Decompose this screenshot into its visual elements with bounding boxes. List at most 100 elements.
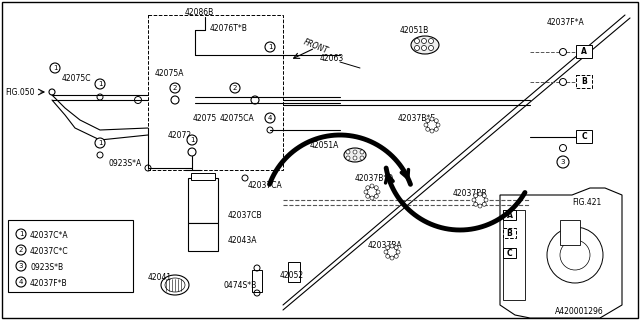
- Text: 3: 3: [19, 263, 23, 269]
- Bar: [576, 45, 592, 58]
- Text: 1: 1: [19, 231, 23, 237]
- Ellipse shape: [411, 36, 439, 54]
- Text: 42075C: 42075C: [62, 74, 92, 83]
- Bar: [8, 220, 133, 292]
- Circle shape: [360, 150, 364, 154]
- Text: 42037B*D: 42037B*D: [355, 173, 394, 182]
- Text: 0923S*B: 0923S*B: [30, 262, 63, 271]
- Circle shape: [170, 83, 180, 93]
- Text: 2: 2: [19, 247, 23, 253]
- Text: 42075A: 42075A: [155, 68, 184, 77]
- Circle shape: [390, 244, 394, 248]
- Bar: [503, 210, 525, 300]
- Polygon shape: [500, 188, 622, 318]
- Circle shape: [559, 78, 566, 85]
- Text: 42072: 42072: [168, 131, 192, 140]
- Circle shape: [415, 45, 419, 51]
- Text: FIG.050: FIG.050: [5, 87, 35, 97]
- Text: 42052: 42052: [280, 270, 304, 279]
- Text: 42086B: 42086B: [185, 7, 214, 17]
- Text: FIG.421: FIG.421: [572, 197, 601, 206]
- Circle shape: [367, 187, 377, 197]
- Bar: [188, 223, 218, 251]
- Circle shape: [376, 190, 380, 194]
- Circle shape: [435, 127, 438, 131]
- Text: 42037BB: 42037BB: [453, 188, 488, 197]
- Circle shape: [422, 45, 426, 51]
- Circle shape: [187, 135, 197, 145]
- Text: A420001296: A420001296: [555, 308, 604, 316]
- Circle shape: [230, 83, 240, 93]
- Text: A: A: [581, 47, 587, 56]
- Circle shape: [95, 79, 105, 89]
- Circle shape: [415, 38, 419, 44]
- Circle shape: [483, 194, 486, 198]
- Text: FRONT: FRONT: [302, 38, 330, 56]
- Circle shape: [474, 202, 477, 206]
- Circle shape: [426, 127, 429, 131]
- Text: 1: 1: [98, 140, 102, 146]
- Text: 42063: 42063: [320, 53, 344, 62]
- Circle shape: [16, 229, 26, 239]
- Circle shape: [427, 120, 437, 130]
- Text: C: C: [507, 249, 512, 258]
- Text: 42037F*A: 42037F*A: [547, 18, 585, 27]
- Circle shape: [396, 250, 400, 254]
- Circle shape: [386, 246, 390, 250]
- Circle shape: [559, 145, 566, 151]
- Circle shape: [360, 156, 364, 160]
- Circle shape: [365, 186, 370, 190]
- Circle shape: [387, 247, 397, 257]
- Circle shape: [50, 63, 60, 73]
- Text: 42037F*B: 42037F*B: [30, 278, 68, 287]
- Bar: [560, 220, 580, 245]
- Bar: [503, 210, 516, 220]
- Bar: [576, 75, 592, 88]
- Text: B: B: [581, 77, 587, 86]
- Circle shape: [422, 38, 426, 44]
- Bar: [252, 270, 262, 292]
- Text: 3: 3: [561, 159, 565, 165]
- Circle shape: [370, 184, 374, 188]
- Text: 1: 1: [189, 137, 195, 143]
- Circle shape: [353, 150, 357, 154]
- Circle shape: [95, 138, 105, 148]
- Circle shape: [436, 123, 440, 127]
- Circle shape: [394, 254, 398, 258]
- Circle shape: [435, 119, 438, 123]
- Text: 42041: 42041: [148, 274, 172, 283]
- Circle shape: [390, 256, 394, 260]
- Bar: [576, 130, 592, 143]
- Circle shape: [265, 42, 275, 52]
- Circle shape: [386, 254, 390, 258]
- Circle shape: [370, 196, 374, 200]
- Text: 42037C*A: 42037C*A: [30, 230, 68, 239]
- Bar: [188, 178, 218, 223]
- Circle shape: [424, 123, 428, 127]
- Text: 42051A: 42051A: [310, 140, 339, 149]
- Circle shape: [559, 49, 566, 55]
- Bar: [148, 15, 283, 170]
- Text: 1: 1: [98, 81, 102, 87]
- Circle shape: [557, 156, 569, 168]
- Circle shape: [265, 113, 275, 123]
- Text: 42075: 42075: [193, 114, 217, 123]
- Text: 42037BA: 42037BA: [368, 241, 403, 250]
- Text: C: C: [581, 132, 587, 141]
- Text: A: A: [507, 211, 513, 220]
- Circle shape: [394, 246, 398, 250]
- Circle shape: [472, 198, 476, 202]
- Text: 0923S*A: 0923S*A: [108, 158, 141, 167]
- Text: 1: 1: [268, 44, 272, 50]
- Circle shape: [346, 150, 350, 154]
- Circle shape: [353, 156, 357, 160]
- Text: B: B: [507, 228, 513, 237]
- Text: 2: 2: [173, 85, 177, 91]
- Circle shape: [346, 156, 350, 160]
- Circle shape: [364, 190, 368, 194]
- Text: 42043A: 42043A: [228, 236, 257, 244]
- Circle shape: [475, 195, 485, 205]
- Text: 4: 4: [268, 115, 272, 121]
- Bar: [288, 262, 300, 282]
- Circle shape: [16, 277, 26, 287]
